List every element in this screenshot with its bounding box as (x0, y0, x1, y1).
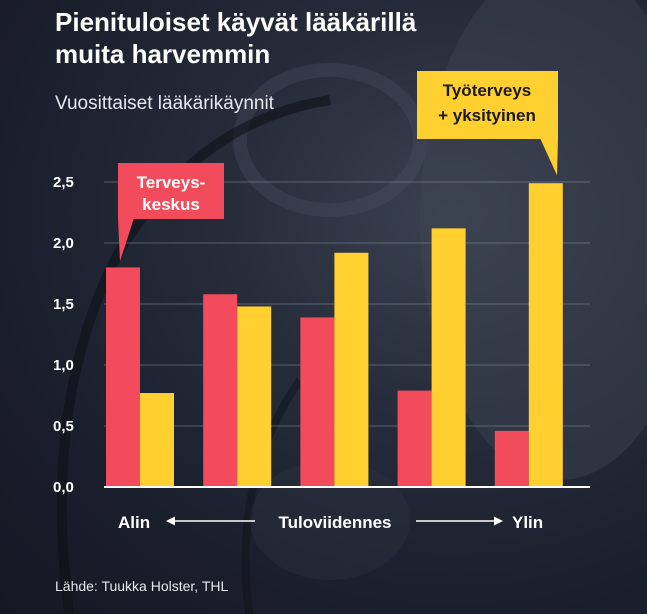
y-tick-label: 1,0 (53, 357, 74, 374)
bar-tyoterveys (528, 183, 563, 487)
arrow-right-icon (416, 516, 503, 526)
y-tick-label: 0,0 (53, 479, 74, 496)
bar-terveyskeskus (494, 430, 529, 487)
callout-terveyskeskus-line-2: keskus (142, 195, 200, 214)
y-tick-label: 2,0 (53, 235, 74, 252)
bar-tyoterveys (334, 252, 369, 487)
title-line-1: Pienituloiset käyvät lääkärillä (55, 7, 417, 37)
x-axis-title: Tuloviidennes (278, 513, 391, 532)
bar-tyoterveys (237, 306, 272, 487)
callout-terveyskeskus: Terveys- keskus (118, 163, 224, 262)
callout-terveyskeskus-box (118, 163, 224, 219)
x-label-left: Alin (118, 513, 150, 532)
bar-tyoterveys (140, 393, 174, 487)
y-axis-ticks: 0,0 0,5 1,0 1,5 2,0 2,5 (53, 174, 74, 496)
y-tick-label: 1,5 (53, 296, 74, 313)
bar-terveyskeskus (300, 317, 335, 487)
callout-tyoterveys-box (417, 71, 558, 139)
x-label-right: Ylin (512, 513, 543, 532)
chart-subtitle: Vuosittaiset lääkärikäynnit (55, 93, 274, 114)
x-axis-label-row: Alin Tuloviidennes Ylin (118, 513, 543, 532)
callout-tyoterveys-line-2: + yksityinen (438, 106, 536, 125)
callout-terveyskeskus-line-1: Terveys- (137, 173, 206, 192)
callout-terveyskeskus-pointer (118, 218, 134, 262)
arrow-left-icon (166, 516, 255, 526)
bar-tyoterveys (431, 228, 466, 488)
chart-title: Pienituloiset käyvät lääkärillä muita ha… (55, 6, 615, 70)
callout-tyoterveys-line-1: Työterveys (443, 81, 532, 100)
y-tick-label: 0,5 (53, 418, 74, 435)
bars (106, 183, 563, 488)
source-note: Lähde: Tuukka Holster, THL (55, 578, 229, 594)
y-tick-label: 2,5 (53, 174, 74, 191)
callout-tyoterveys-pointer (540, 138, 558, 176)
bar-terveyskeskus (397, 390, 432, 487)
title-line-2: muita harvemmin (55, 39, 271, 69)
bar-terveyskeskus (106, 267, 140, 487)
bar-terveyskeskus (203, 294, 238, 487)
callout-tyoterveys: Työterveys + yksityinen (417, 71, 558, 176)
